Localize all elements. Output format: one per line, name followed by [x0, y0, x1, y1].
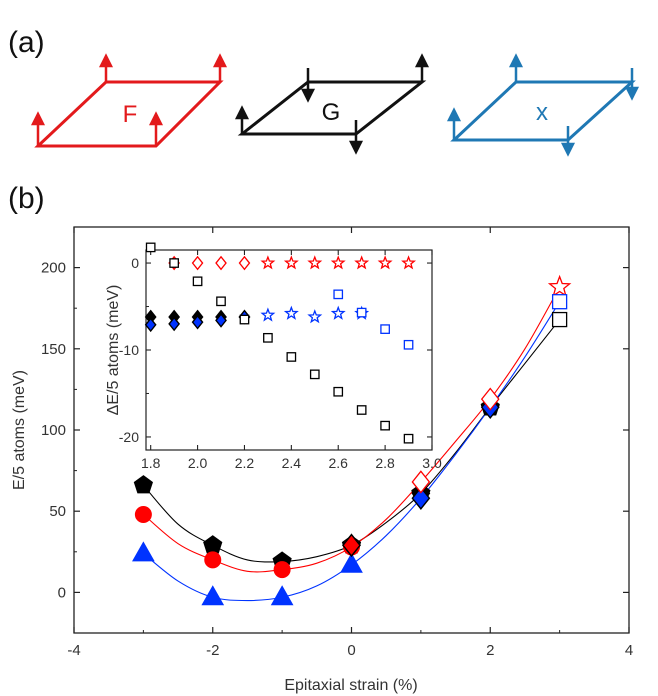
inset-x-tick-label: 2.0: [188, 455, 208, 471]
inset-point-6-7: [309, 369, 320, 380]
inset-point-1-1: [283, 255, 299, 270]
main-point-1-1: [204, 551, 222, 569]
main-x-axis-title: Epitaxial strain (%): [284, 677, 417, 694]
ordering-g-label: G: [322, 99, 341, 126]
inset-x-tick-label: 1.8: [141, 455, 161, 471]
inset-x-tick-label: 2.2: [235, 455, 255, 471]
inset-point-1-0: [260, 255, 276, 270]
main-x-tick-label: -4: [67, 642, 80, 659]
inset-point-6-5: [263, 332, 273, 343]
inset-chart: 1.8 2.0 2.2 2.4 2.6 2.8 3.0 0 -10 -20 ΔE/5 atoms …: [105, 242, 442, 471]
inset-data-points: [144, 242, 417, 444]
inset-y-axis-title: ΔE/5 atoms (meV): [105, 285, 122, 416]
inset-point-6-6: [286, 352, 297, 362]
inset-point-6-10: [380, 420, 390, 431]
main-point-2-0: [132, 541, 155, 562]
panel-label-a: (a): [8, 26, 45, 59]
main-x-tick-label: 2: [486, 642, 494, 659]
inset-point-6-9: [356, 405, 367, 415]
main-y-tick-label: 0: [58, 584, 66, 601]
inset-x-tick-label: 2.6: [328, 455, 348, 471]
main-point-1-2: [273, 561, 291, 579]
inset-point-6-4: [239, 314, 250, 325]
main-y-axis-title: E/5 atoms (meV): [11, 370, 28, 490]
inset-point-3-2: [191, 314, 204, 330]
main-point-6-0: [411, 470, 431, 494]
ordering-g-spin-arrows: [234, 53, 430, 155]
ordering-f-diagram: F: [30, 53, 228, 148]
inset-axis-ticks: 1.8 2.0 2.2 2.4 2.6 2.8 3.0 0 -10 -20: [119, 250, 442, 471]
inset-point-1-6: [401, 255, 417, 270]
ordering-g-diagram: G: [234, 53, 430, 155]
inset-point-3-3: [215, 313, 227, 328]
inset-y-tick-label: -10: [119, 342, 139, 358]
main-point-2-2: [270, 585, 294, 606]
inset-point-4-0: [260, 307, 276, 322]
inset-point-1-4: [354, 255, 370, 270]
inset-x-tick-label: 3.0: [422, 455, 442, 471]
main-point-7-0: [547, 274, 572, 298]
inset-point-6-3: [216, 296, 226, 307]
ordering-f-spin-arrows: [30, 53, 228, 146]
inset-point-1-5: [377, 255, 393, 270]
main-x-tick-label: 0: [347, 642, 355, 659]
panel-label-b: (b): [8, 182, 45, 215]
main-y-tick-label: 100: [41, 422, 66, 439]
inset-point-0-3: [238, 255, 251, 271]
inset-y-tick-label: -20: [119, 429, 139, 445]
inset-point-5-0: [333, 289, 344, 300]
main-point-1-0: [134, 505, 152, 523]
inset-point-6-11: [403, 433, 414, 444]
main-point-2-3: [340, 552, 363, 573]
main-point-6-1: [480, 387, 500, 411]
main-point-2-1: [201, 585, 225, 606]
main-y-tick-label: 150: [41, 341, 66, 358]
inset-point-4-3: [330, 305, 346, 320]
ordering-x-spin-arrows: [446, 53, 640, 157]
inset-point-3-0: [144, 317, 157, 333]
main-point-5-0: [411, 486, 431, 510]
inset-x-tick-label: 2.4: [282, 455, 302, 471]
inset-point-5-1: [356, 307, 367, 318]
inset-point-6-0: [145, 242, 156, 253]
ordering-x-label: x: [536, 99, 548, 126]
main-point-0-0: [133, 475, 153, 494]
inset-point-1-3: [330, 255, 346, 270]
main-y-tick-label: 200: [41, 260, 66, 277]
inset-point-3-1: [168, 316, 181, 332]
inset-point-4-1: [283, 305, 299, 320]
main-point-8-0: [551, 294, 568, 310]
inset-point-0-2: [215, 255, 227, 271]
inset-point-6-1: [169, 258, 179, 268]
ordering-f-label: F: [123, 101, 138, 128]
main-point-0-1: [203, 535, 223, 554]
inset-point-0-1: [191, 255, 204, 271]
inset-point-1-2: [307, 255, 323, 270]
main-x-tick-label: -2: [206, 642, 219, 659]
main-point-4-0: [342, 533, 361, 558]
main-point-9-0: [551, 311, 568, 328]
main-x-tick-label: 4: [625, 642, 633, 659]
inset-x-tick-label: 2.8: [375, 455, 395, 471]
inset-point-6-2: [192, 276, 203, 287]
main-y-tick-label: 50: [49, 503, 66, 520]
main-data-points: [132, 274, 572, 606]
inset-plot-frame: [145, 249, 433, 451]
inset-point-4-2: [307, 309, 323, 324]
inset-y-tick-label: 0: [131, 255, 139, 271]
inset-point-5-3: [403, 339, 414, 350]
inset-point-6-8: [333, 386, 344, 397]
ordering-x-diagram: x: [446, 53, 640, 157]
inset-point-5-2: [380, 324, 390, 334]
